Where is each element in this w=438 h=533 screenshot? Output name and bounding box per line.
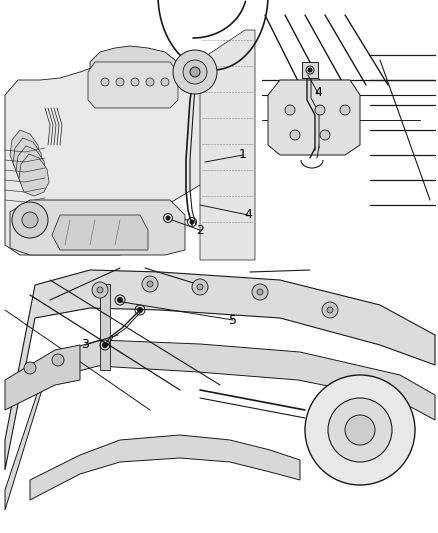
Text: 4: 4: [244, 208, 252, 222]
Text: 5: 5: [229, 313, 237, 327]
Circle shape: [322, 302, 338, 318]
Circle shape: [97, 287, 103, 293]
Circle shape: [173, 50, 217, 94]
Circle shape: [161, 78, 169, 86]
Circle shape: [257, 289, 263, 295]
Polygon shape: [16, 146, 46, 188]
Circle shape: [252, 284, 268, 300]
Polygon shape: [88, 62, 178, 108]
Circle shape: [290, 130, 300, 140]
Circle shape: [92, 282, 108, 298]
Polygon shape: [30, 435, 300, 500]
Polygon shape: [302, 62, 318, 78]
Circle shape: [327, 307, 333, 313]
Circle shape: [328, 398, 392, 462]
Circle shape: [320, 130, 330, 140]
Circle shape: [52, 354, 64, 366]
Circle shape: [340, 105, 350, 115]
Circle shape: [101, 78, 109, 86]
Polygon shape: [10, 200, 185, 255]
Circle shape: [345, 415, 375, 445]
Circle shape: [190, 67, 200, 77]
Circle shape: [315, 105, 325, 115]
Text: 1: 1: [239, 149, 247, 161]
Polygon shape: [200, 30, 255, 260]
Text: 3: 3: [81, 338, 89, 351]
Circle shape: [24, 362, 36, 374]
Circle shape: [22, 212, 38, 228]
Circle shape: [183, 60, 207, 84]
Circle shape: [197, 284, 203, 290]
Circle shape: [142, 276, 158, 292]
Circle shape: [131, 78, 139, 86]
Circle shape: [102, 343, 107, 348]
Circle shape: [117, 297, 123, 303]
Polygon shape: [5, 58, 240, 255]
Circle shape: [116, 78, 124, 86]
Circle shape: [12, 202, 48, 238]
Circle shape: [147, 281, 153, 287]
Polygon shape: [5, 340, 435, 510]
Polygon shape: [19, 154, 49, 196]
Polygon shape: [5, 270, 435, 470]
Text: 2: 2: [196, 223, 204, 237]
Circle shape: [305, 375, 415, 485]
Polygon shape: [90, 46, 178, 82]
Text: 4: 4: [314, 86, 322, 100]
Circle shape: [190, 220, 194, 224]
Circle shape: [308, 68, 312, 72]
Circle shape: [146, 78, 154, 86]
Polygon shape: [268, 80, 360, 155]
Polygon shape: [52, 215, 148, 250]
Polygon shape: [100, 284, 110, 370]
Circle shape: [285, 105, 295, 115]
Circle shape: [166, 216, 170, 220]
Circle shape: [138, 308, 142, 312]
Polygon shape: [5, 345, 80, 410]
Circle shape: [192, 279, 208, 295]
Polygon shape: [13, 138, 43, 180]
Polygon shape: [10, 130, 40, 172]
